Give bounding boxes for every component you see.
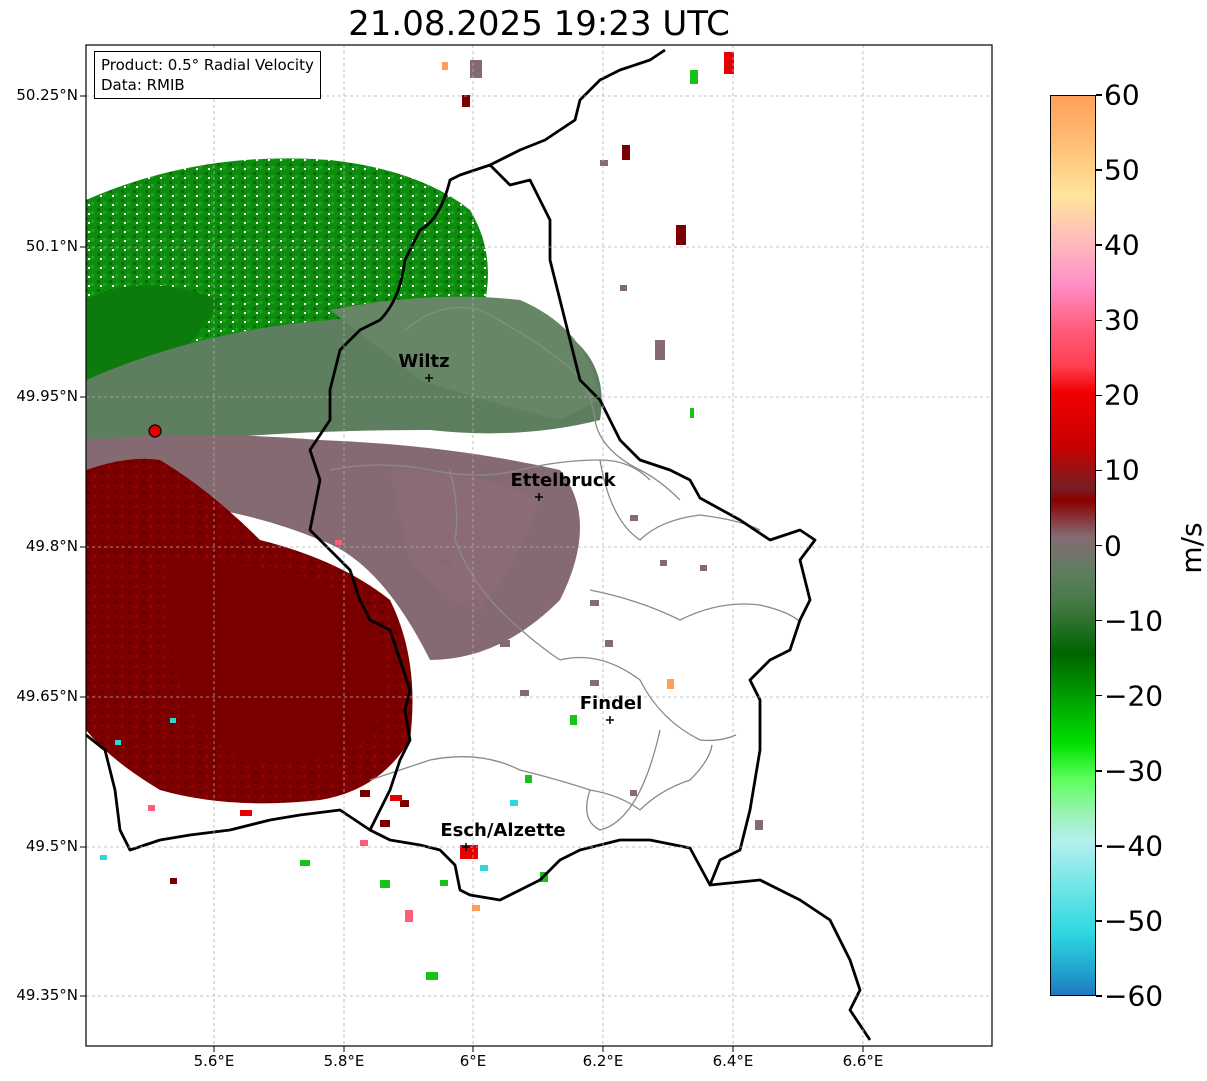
colorbar-tick [1096,244,1102,246]
city-markers [425,374,614,851]
lat-tick-label: 50.1°N [25,237,78,255]
map-title: 21.08.2025 19:23 UTC [348,4,730,44]
colorbar-tick-label: 10 [1104,453,1140,487]
lon-tick-label: 6°E [459,1052,487,1070]
lat-tick-label: 49.5°N [25,837,78,855]
radar-echo-layer [86,45,992,1046]
lon-tick-label: 6.2°E [582,1052,624,1070]
colorbar-tick-label: 50 [1104,153,1140,187]
colorbar-tick-label: 60 [1104,78,1140,112]
colorbar-tick-label: −10 [1104,604,1164,638]
canton-boundaries [329,306,801,831]
colorbar-tick-label: 30 [1104,303,1140,337]
colorbar-tick [1096,94,1102,96]
colorbar-tick [1096,995,1102,997]
lat-tick-label: 49.65°N [16,687,78,705]
country-borders [86,48,872,1041]
product-info-box: Product: 0.5° Radial Velocity Data: RMIB [94,51,321,99]
lon-tick-label: 5.8°E [323,1052,365,1070]
colorbar-tick [1096,319,1102,321]
colorbar-tick [1096,845,1102,847]
city-label-findel: Findel [579,693,643,714]
lon-tick-label: 6.4°E [712,1052,754,1070]
colorbar-tick-label: 20 [1104,378,1140,412]
colorbar-tick-label: −20 [1104,679,1164,713]
city-label-esch-alzette: Esch/Alzette [440,820,566,841]
colorbar [1050,95,1096,996]
lon-tick-label: 6.6°E [842,1052,884,1070]
colorbar-tick-label: −30 [1104,754,1164,788]
colorbar-tick-label: 0 [1104,529,1122,562]
lat-tick-label: 49.8°N [25,537,78,555]
colorbar-tick-label: −60 [1104,979,1164,1013]
city-label-ettelbruck: Ettelbruck [510,470,616,491]
colorbar-tick [1096,469,1102,472]
lat-tick-label: 49.35°N [16,986,78,1004]
lon-tick-label: 5.6°E [193,1052,235,1070]
data-source-label: Data: RMIB [101,76,185,94]
lat-tick-label: 49.95°N [16,387,78,405]
colorbar-tick-label: −40 [1104,829,1164,863]
colorbar-tick [1096,394,1102,397]
lat-tick-label: 50.25°N [16,86,78,104]
map-border [85,44,993,1047]
product-label: Product: 0.5° Radial Velocity [101,56,314,74]
city-label-wiltz: Wiltz [398,351,450,372]
colorbar-tick-label: −50 [1104,904,1164,938]
colorbar-tick [1096,694,1102,697]
radar-site-marker[interactable] [148,424,162,438]
colorbar-tick-label: 40 [1104,228,1140,262]
gridlines [86,45,992,1046]
colorbar-unit-label: m/s [1175,522,1207,574]
colorbar-tick [1096,920,1102,922]
colorbar-tick [1096,619,1102,622]
colorbar-tick [1096,544,1102,547]
colorbar-tick [1096,770,1102,772]
colorbar-tick [1096,169,1102,171]
